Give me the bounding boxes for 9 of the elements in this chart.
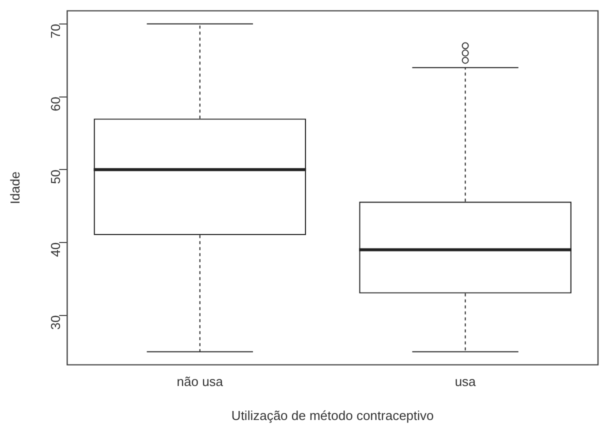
y-tick-label: 30 [48,315,63,330]
y-tick-label: 40 [48,242,63,257]
y-tick-label: 60 [48,96,63,112]
x-axis-title: Utilização de método contraceptivo [231,408,434,423]
x-tick-label: usa [454,374,477,390]
y-tick-label: 70 [48,24,63,38]
y-tick-label: 50 [48,170,63,184]
x-tick-label: não usa [176,374,224,390]
y-axis-title: Idade [7,172,22,204]
